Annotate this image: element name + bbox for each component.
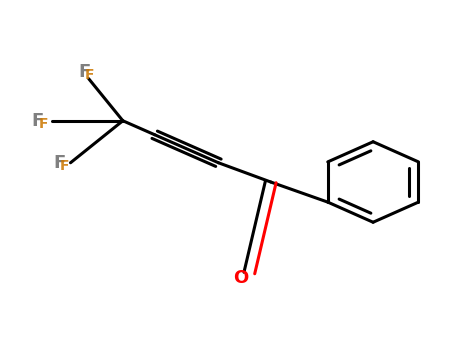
Text: F: F (78, 63, 90, 81)
Text: F: F (32, 112, 44, 130)
Text: O: O (233, 269, 249, 287)
Text: F: F (39, 117, 48, 131)
Text: F: F (60, 159, 69, 173)
Text: F: F (53, 154, 65, 172)
Text: F: F (85, 68, 94, 82)
